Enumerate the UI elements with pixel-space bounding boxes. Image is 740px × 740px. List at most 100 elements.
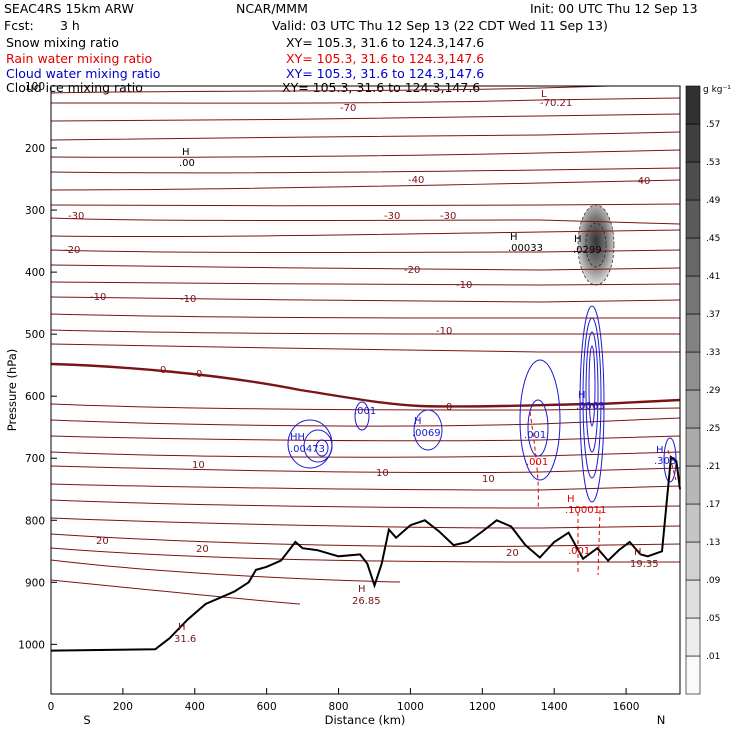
colorbar-swatch [685,503,701,543]
extrema-mark: H [656,445,664,456]
x-end-label-south: S [83,713,90,727]
colorbar-swatch [685,199,701,239]
temp-label: 10 [192,460,205,471]
x-tick-label: 600 [257,701,277,713]
x-tick-label: 0 [48,701,55,713]
temp-label: -40 [408,175,424,186]
extrema-value: .00033 [508,243,543,254]
colorbar-label: .33 [706,348,720,358]
extrema-value: 31.6 [174,634,196,645]
temp-label: 0 [446,402,452,413]
extrema-mark: L [541,89,547,100]
x-tick-label: 1600 [613,701,640,713]
colorbar-label: .13 [706,538,720,548]
y-tick-label: 700 [25,453,45,465]
colorbar-swatch [685,617,701,657]
colorbar-swatch [685,313,701,353]
colorbar-swatch [685,237,701,277]
extrema-mark: H [414,416,422,427]
org-label: NCAR/MMM [236,1,308,16]
x-end-label-north: N [657,713,666,727]
y-tick-label: 100 [25,81,45,93]
colorbar-swatch [685,123,701,163]
x-tick-label: 1000 [397,701,424,713]
y-tick-label: 400 [25,267,45,279]
rain-water-contours [529,411,677,576]
extrema-value: .0069 [412,428,441,439]
extrema-mark: H [510,232,518,243]
colorbar-label: .57 [706,120,720,130]
colorbar-label: .21 [706,462,720,472]
extrema-value: .001 [524,430,546,441]
extrema-mark: H [358,584,366,595]
extrema-mark: H [182,147,190,158]
x-axis-label: Distance (km) [325,713,406,727]
colorbar-swatch [685,351,701,391]
fcst-value: 3 h [60,18,80,33]
colorbar-label: .53 [706,158,720,168]
x-tick-label: 400 [185,701,205,713]
field-xy-snow: XY= 105.3, 31.6 to 124.3,147.6 [286,35,485,50]
extrema-value: 26.85 [352,596,381,607]
colorbar-label: .05 [706,614,720,624]
extrema-labels: H .00 H .00033 H .0299 L .001 H .0069 HH… [174,89,676,645]
init-time: Init: 00 UTC Thu 12 Sep 13 [530,1,698,16]
temp-label: -10 [436,326,452,337]
extrema-value: .0299 [573,245,602,256]
y-tick-label: 500 [25,329,45,341]
temp-label: 20 [96,536,109,547]
colorbar-label: .25 [706,424,720,434]
temp-label: -30 [68,211,84,222]
extrema-value: .00473 [290,444,325,455]
colorbar-swatch [685,85,701,125]
fcst-label: Fcst: [4,18,34,33]
temp-label: 10 [482,474,495,485]
temperature-isotherms [51,86,680,605]
rain-value-label: .001 [568,546,590,557]
extrema-value: .00 [179,158,195,169]
field-name-snow: Snow mixing ratio [6,35,119,50]
colorbar-swatch [685,579,701,619]
temp-label: 0 [160,365,166,376]
y-tick-label: 200 [25,143,45,155]
colorbar-label: .41 [706,272,720,282]
x-tick-label: 1200 [469,701,496,713]
valid-time: Valid: 03 UTC Thu 12 Sep 13 (22 CDT Wed … [272,18,608,33]
extrema-mark: H [574,234,582,245]
temp-label: -10 [90,292,106,303]
colorbar-label: .29 [706,386,721,396]
temp-label: -20 [64,245,80,256]
extrema-mark: H [578,390,586,401]
y-tick-label: 300 [25,205,45,217]
field-xy-cloud-water: XY= 105.3, 31.6 to 124.3,147.6 [286,66,485,81]
colorbar-swatch [685,465,701,505]
colorbar-unit: g kg⁻¹ [703,85,731,95]
model-title: SEAC4RS 15km ARW [4,1,134,16]
extrema-mark: H [567,494,575,505]
temp-label: 0 [196,369,202,380]
extrema-value: .303 [654,456,676,467]
colorbar-swatch [685,541,701,581]
colorbar-swatch [685,427,701,467]
extrema-value: .0063 [576,401,605,412]
colorbar-swatch [685,655,701,695]
field-name-rain: Rain water mixing ratio [6,51,153,66]
temp-label: -70 [340,103,356,114]
extrema-value: 19.35 [630,559,659,570]
x-tick-label: 800 [329,701,349,713]
colorbar-label: .01 [706,652,720,662]
colorbar-label: .37 [706,310,720,320]
temp-label: -30 [440,211,456,222]
colorbar-label: .49 [706,196,721,206]
temp-label: -20 [404,265,420,276]
colorbar-label: .45 [706,234,720,244]
temp-label: -10 [456,280,472,291]
temp-label: 20 [506,548,519,559]
x-tick-label: 1400 [541,701,568,713]
extrema-mark: HH [290,432,305,443]
y-axis-label: Pressure (hPa) [5,349,19,432]
rain-value-label: .001 [526,457,548,468]
field-xy-rain: XY= 105.3, 31.6 to 124.3,147.6 [286,51,485,66]
extrema-value: .001 [354,406,376,417]
colorbar-label: .17 [706,500,720,510]
